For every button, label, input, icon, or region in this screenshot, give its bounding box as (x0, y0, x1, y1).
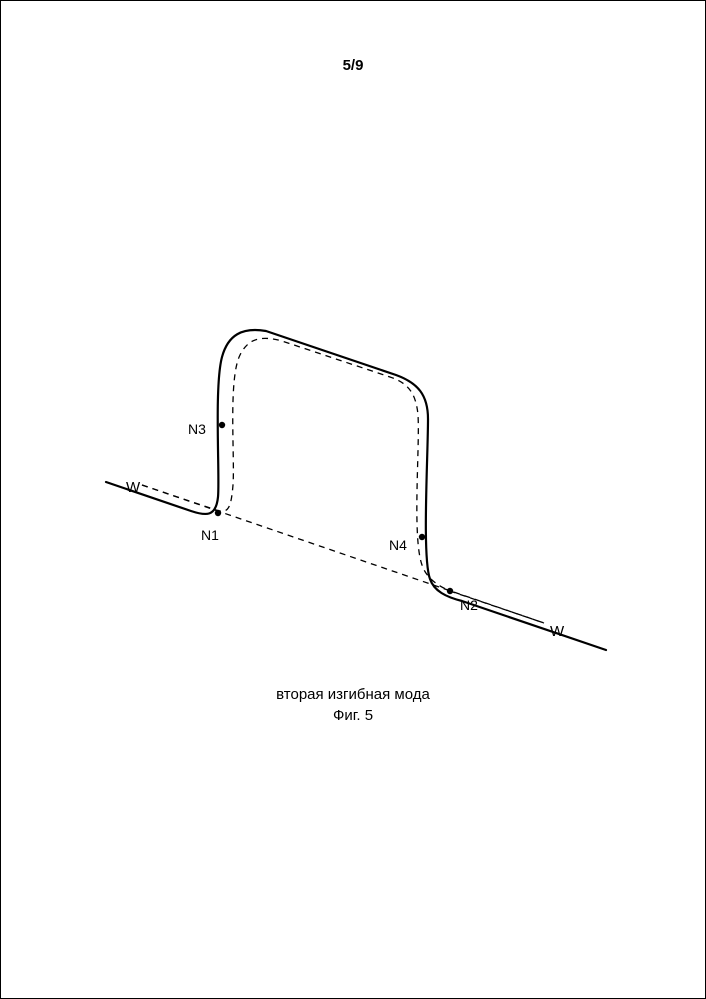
tube-outline-solid (106, 330, 606, 650)
w-label-left: W (126, 479, 140, 496)
caption-fig-number: Фиг. 5 (1, 707, 705, 724)
n3-label: N3 (188, 421, 206, 437)
n1-label: N1 (201, 527, 219, 543)
page-frame: 5/9 W W N1 N2 N3 N4 вторая изгибная мода… (0, 0, 706, 999)
w-label-right: W (550, 623, 564, 640)
n2-label: N2 (460, 597, 478, 613)
figure-caption: вторая изгибная мода Фиг. 5 (1, 686, 705, 724)
node-n2-dot (447, 588, 453, 594)
figure-svg (106, 307, 606, 667)
n4-label: N4 (389, 537, 407, 553)
node-n3-dot (219, 422, 225, 428)
page-number: 5/9 (1, 57, 705, 74)
node-n4-dot (419, 534, 425, 540)
caption-mode-text: вторая изгибная мода (1, 686, 705, 703)
figure-5: W W N1 N2 N3 N4 (106, 307, 606, 667)
node-n1-dot (215, 510, 221, 516)
deformed-shape-dashed (142, 338, 544, 623)
